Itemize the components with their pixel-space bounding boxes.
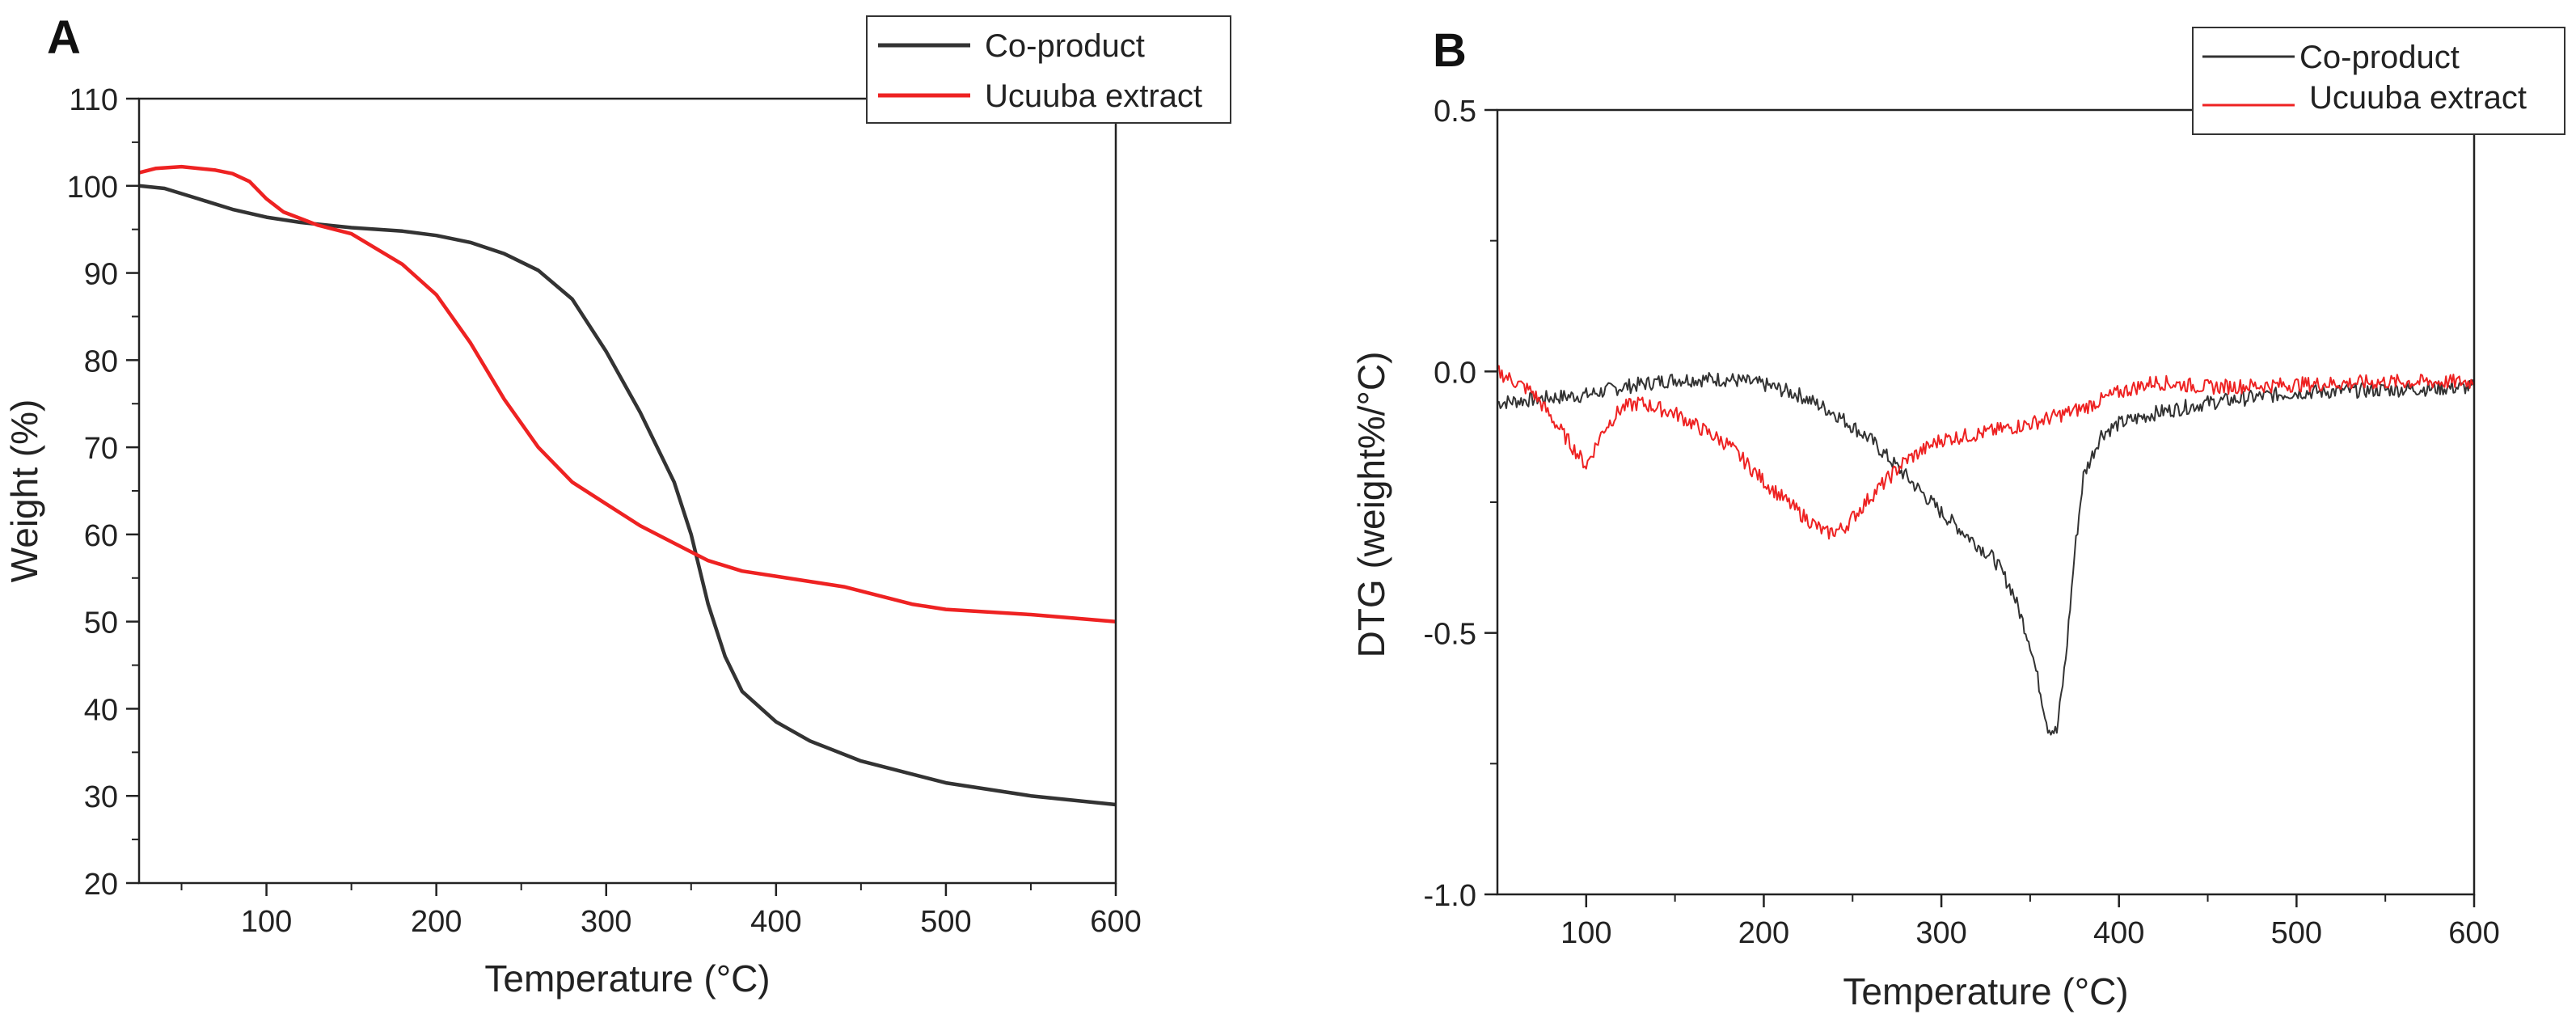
- panel-b-y-tick-label: -1.0: [1424, 879, 1476, 913]
- panel-a-y-tick-label: 90: [84, 258, 118, 292]
- panel-a-y-tick-label: 100: [67, 171, 118, 205]
- panel-b-label: B: [1433, 24, 1467, 77]
- panel-b-legend-label-co-product: Co-product: [2299, 40, 2460, 75]
- panel-a-legend-label-co-product: Co-product: [985, 28, 1145, 64]
- panel-a-y-tick-label: 80: [84, 344, 118, 378]
- panel-a-y-axis-label: Weight (%): [3, 399, 45, 583]
- panel-b-plot-frame: [1496, 108, 2476, 896]
- panel-b-x-tick-label: 200: [1738, 916, 1789, 950]
- panel-b-x-tick-label: 600: [2448, 916, 2499, 950]
- panel-a-x-tick-label: 100: [241, 905, 292, 939]
- panel-a-plot-frame: [137, 97, 1117, 885]
- panel-a-y-tick-label: 110: [69, 83, 118, 117]
- panel-a-x-tick-label: 400: [750, 905, 801, 939]
- panel-a-legend-label-ucuuba: Ucuuba extract: [985, 78, 1202, 114]
- panel-a-label: A: [47, 11, 81, 64]
- panel-b-y-axis-label: DTG (weight%/°C): [1350, 352, 1392, 658]
- panel-a-series-co-product-line: [138, 184, 1117, 807]
- panel-a-y-tick-label: 50: [84, 606, 118, 640]
- panel-b-x-tick-label: 100: [1560, 916, 1611, 950]
- panel-a-y-tick-label: 60: [84, 519, 118, 553]
- panel-a-series-ucuuba-extract-line: [138, 164, 1117, 623]
- panel-a-legend-box: [866, 15, 1231, 124]
- panel-b-y-tick-label: -0.5: [1424, 618, 1476, 652]
- panel-a-x-tick-label: 600: [1090, 905, 1141, 939]
- panel-b-legend: Co-product Ucuuba extract: [2192, 27, 2565, 135]
- panel-b-x-tick-label: 500: [2271, 916, 2322, 950]
- panel-b-legend-label-ucuuba: Ucuuba extract: [2309, 80, 2527, 116]
- panel-a-x-tick-label: 500: [920, 905, 971, 939]
- panel-b-y-tick-label: 0.0: [1434, 356, 1476, 390]
- panel-b-x-tick-label: 300: [1915, 916, 1966, 950]
- panel-a-y-tick-label: 40: [84, 693, 118, 727]
- panel-b-x-tick-label: 400: [2093, 916, 2144, 950]
- panel-a-y-tick-label: 30: [84, 780, 118, 814]
- panel-b-legend-box: [2192, 27, 2565, 135]
- panel-b: B 100 200 300 400 500 600 -1.0 -0.5 0.0 0.5 Temp…: [1350, 24, 2565, 1012]
- panel-a-y-tick-label: 20: [84, 868, 118, 902]
- panel-b-x-axis-label: Temperature (°C): [1843, 970, 2128, 1012]
- panel-a: A 100 200 300 400 500 600 20 30 40 50 60 70 80 90 100…: [3, 11, 1231, 1000]
- panel-a-legend: Co-product Ucuuba extract: [866, 15, 1231, 124]
- panel-a-y-tick-label: 70: [84, 432, 118, 466]
- panel-a-x-tick-label: 300: [581, 905, 631, 939]
- panel-b-series-co-product-line: [1497, 372, 2475, 736]
- panel-a-x-axis-label: Temperature (°C): [484, 957, 770, 1000]
- panel-a-x-tick-label: 200: [411, 905, 462, 939]
- panel-b-series-ucuuba-extract-line: [1497, 365, 2475, 540]
- panel-b-y-tick-label: 0.5: [1434, 95, 1476, 129]
